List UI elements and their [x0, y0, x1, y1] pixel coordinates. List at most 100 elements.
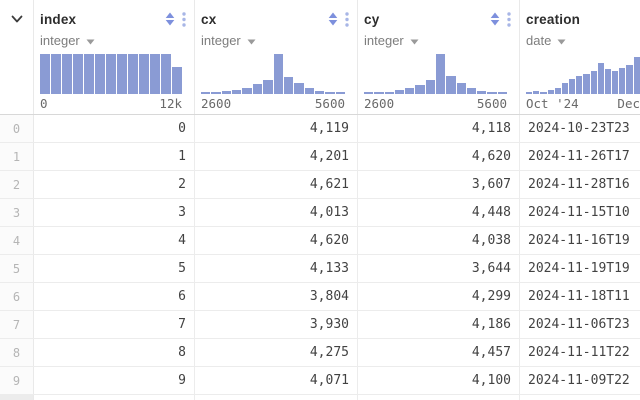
column-name[interactable]: cy	[364, 11, 380, 27]
cell-index[interactable]: 2	[34, 171, 195, 198]
column-name[interactable]: index	[40, 11, 77, 27]
histogram-bar	[619, 68, 626, 94]
histogram-bar	[633, 57, 640, 94]
histogram-bar	[446, 76, 456, 94]
sort-arrows-icon[interactable]	[165, 12, 175, 26]
cell-creation[interactable]: 2024-11-06T23	[528, 317, 630, 332]
axis-min-label: 0	[40, 96, 48, 111]
chevron-down-icon	[9, 11, 25, 114]
cell-index[interactable]: 7	[34, 311, 195, 338]
cell-creation[interactable]: 2024-11-18T11	[528, 289, 630, 304]
cell-cx[interactable]: 4,013	[195, 199, 358, 226]
cell-creation[interactable]: 2024-11-16T19	[528, 233, 630, 248]
cell-index[interactable]: 6	[34, 283, 195, 310]
cell-cx[interactable]: 4,621	[195, 171, 358, 198]
collapse-control[interactable]	[0, 0, 34, 114]
partial-row	[0, 395, 640, 400]
histogram-bar	[221, 91, 232, 94]
cell-index[interactable]: 8	[34, 339, 195, 366]
sort-arrows-icon[interactable]	[328, 12, 338, 26]
kebab-menu-icon[interactable]	[507, 11, 511, 27]
cell-cy[interactable]: 4,100	[358, 367, 520, 394]
histogram-bar	[161, 54, 171, 94]
column-type-control[interactable]: date	[526, 30, 640, 51]
cell-cy[interactable]: 4,118	[358, 115, 520, 142]
histogram-bar	[128, 54, 138, 94]
column-type-control[interactable]: integer	[40, 30, 194, 51]
histogram-bar	[405, 88, 415, 94]
table-row: 7 7 3,930 4,186 2024-11-06T23	[0, 311, 640, 339]
cell-index[interactable]: 4	[34, 227, 195, 254]
column-name[interactable]: creation	[526, 11, 581, 27]
table-row: 8 8 4,275 4,457 2024-11-11T22	[0, 339, 640, 367]
cell-creation[interactable]: 2024-11-26T17	[528, 149, 630, 164]
row-number: 5	[0, 255, 34, 282]
histogram-axis: 2600 5600	[201, 96, 345, 111]
cell-cy[interactable]: 4,186	[358, 311, 520, 338]
column-header-index: index integer 0 12k	[34, 0, 195, 114]
histogram-bar	[232, 90, 242, 94]
axis-min-label: 2600	[364, 96, 395, 111]
histogram-bar	[497, 92, 507, 94]
cell-cy[interactable]: 4,448	[358, 199, 520, 226]
histogram-bar	[612, 71, 619, 94]
cell-creation[interactable]: 2024-10-23T23	[528, 121, 630, 136]
cell-cy[interactable]: 3,644	[358, 255, 520, 282]
histogram-bar	[456, 83, 466, 94]
cell-cx[interactable]: 4,133	[195, 255, 358, 282]
histogram-bar	[283, 77, 294, 94]
histogram-bar	[466, 88, 477, 94]
column-header-creation: creation date Oct '24 Dec	[520, 0, 640, 114]
table-row: 5 5 4,133 3,644 2024-11-19T19	[0, 255, 640, 283]
cell-cy[interactable]: 4,038	[358, 227, 520, 254]
cell-index[interactable]: 1	[34, 143, 195, 170]
cell-cx[interactable]: 4,071	[195, 367, 358, 394]
histogram	[526, 54, 640, 94]
cell	[520, 395, 640, 400]
histogram-bar	[554, 88, 561, 94]
histogram-bar	[626, 65, 633, 94]
cell-creation[interactable]: 2024-11-11T22	[528, 345, 630, 360]
cell-cx[interactable]: 4,201	[195, 143, 358, 170]
cell-cy[interactable]: 4,620	[358, 143, 520, 170]
histogram-bar	[477, 91, 487, 94]
cell-cy[interactable]: 4,457	[358, 339, 520, 366]
histogram-bar	[415, 85, 425, 94]
cell-creation[interactable]: 2024-11-09T22	[528, 373, 630, 388]
histogram-bar	[73, 54, 83, 94]
cell-index[interactable]: 3	[34, 199, 195, 226]
cell-index[interactable]: 0	[34, 115, 195, 142]
column-type-control[interactable]: integer	[364, 30, 519, 51]
cell-cx[interactable]: 4,119	[195, 115, 358, 142]
histogram-bar	[139, 54, 149, 94]
kebab-menu-icon[interactable]	[345, 11, 349, 27]
cell-cy[interactable]: 3,607	[358, 171, 520, 198]
cell-creation[interactable]: 2024-11-15T10	[528, 205, 630, 220]
cell-cy[interactable]: 4,299	[358, 283, 520, 310]
histogram-bar	[314, 91, 325, 94]
row-number: 6	[0, 283, 34, 310]
row-number: 8	[0, 339, 34, 366]
cell-cx[interactable]: 3,804	[195, 283, 358, 310]
column-name[interactable]: cx	[201, 11, 217, 27]
sort-arrows-icon[interactable]	[490, 12, 500, 26]
cell-creation[interactable]: 2024-11-28T16	[528, 177, 630, 192]
histogram-bar	[384, 92, 394, 94]
cell-cx[interactable]: 4,620	[195, 227, 358, 254]
axis-min-label: Oct '24	[526, 96, 579, 111]
table-row: 1 1 4,201 4,620 2024-11-26T17	[0, 143, 640, 171]
cell-cx[interactable]: 3,930	[195, 311, 358, 338]
cell-index[interactable]: 5	[34, 255, 195, 282]
histogram-axis: Oct '24 Dec	[526, 96, 640, 111]
histogram-bar	[304, 88, 314, 94]
histogram-bar	[95, 54, 105, 94]
cell-creation[interactable]: 2024-11-19T19	[528, 261, 630, 276]
cell-cx[interactable]: 4,275	[195, 339, 358, 366]
cell	[34, 395, 195, 400]
axis-max-label: 5600	[314, 96, 345, 111]
cell-index[interactable]: 9	[34, 367, 195, 394]
column-type-control[interactable]: integer	[201, 30, 357, 51]
histogram-bar	[62, 54, 72, 94]
kebab-menu-icon[interactable]	[182, 11, 186, 27]
